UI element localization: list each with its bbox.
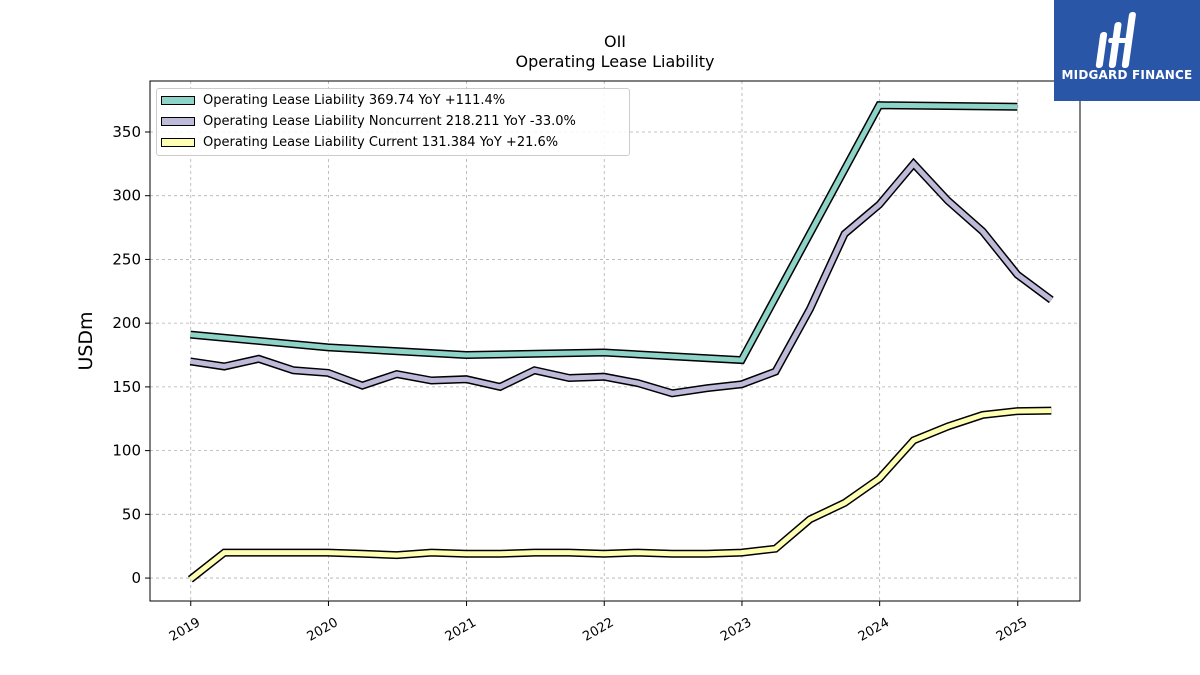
series-stroke — [188, 408, 1052, 582]
series-line-2 — [187, 406, 1052, 583]
chart-title: OII — [603, 32, 627, 51]
y-tick-label: 0 — [131, 569, 141, 587]
x-tick-label: 2019 — [167, 615, 203, 645]
y-tick-label: 200 — [112, 314, 141, 332]
legend-swatch-current — [161, 138, 195, 147]
series-stroke — [190, 160, 1053, 396]
y-tick-label: 250 — [112, 250, 141, 268]
plot-area-frame — [149, 80, 1081, 602]
y-tick-label: 100 — [112, 442, 141, 460]
logo-text: MIDGARD FINANCE — [1061, 68, 1193, 82]
series-line-1 — [189, 157, 1054, 398]
series-line-0 — [190, 101, 1018, 365]
legend-swatch-noncurrent — [161, 117, 195, 126]
y-axis-label: USDm — [75, 311, 97, 370]
legend-swatch-total — [161, 96, 195, 105]
brand-logo: MIDGARD FINANCE — [1054, 0, 1200, 101]
y-tick-label: 300 — [112, 187, 141, 205]
legend-label-current: Operating Lease Liability Current 131.38… — [203, 135, 559, 150]
x-tick-label: 2021 — [443, 615, 479, 645]
x-tick-label: 2025 — [994, 615, 1030, 645]
grid-lines — [150, 81, 1080, 601]
legend-label-noncurrent: Operating Lease Liability Noncurrent 218… — [203, 114, 576, 129]
chart-subtitle: Operating Lease Liability — [515, 52, 715, 71]
series-stroke — [190, 102, 1018, 363]
axes: 0 50 100 150 200 250 300 350 2019 2020 2021 2022 202… — [112, 123, 1030, 645]
series-lines — [187, 101, 1054, 583]
x-tick-label: 2022 — [580, 615, 616, 645]
midgard-logo-icon — [1095, 12, 1136, 68]
y-tick-label: 350 — [112, 123, 141, 141]
y-tick-label: 150 — [112, 378, 141, 396]
x-tick-label: 2020 — [305, 615, 341, 645]
legend-label-total: Operating Lease Liability 369.74 YoY +11… — [203, 93, 506, 108]
y-tick-label: 50 — [122, 505, 141, 523]
chart-legend: Operating Lease Liability 369.74 YoY +11… — [156, 88, 630, 156]
x-tick-label: 2024 — [856, 615, 892, 645]
x-tick-label: 2023 — [718, 615, 754, 645]
series-outline — [189, 157, 1054, 398]
